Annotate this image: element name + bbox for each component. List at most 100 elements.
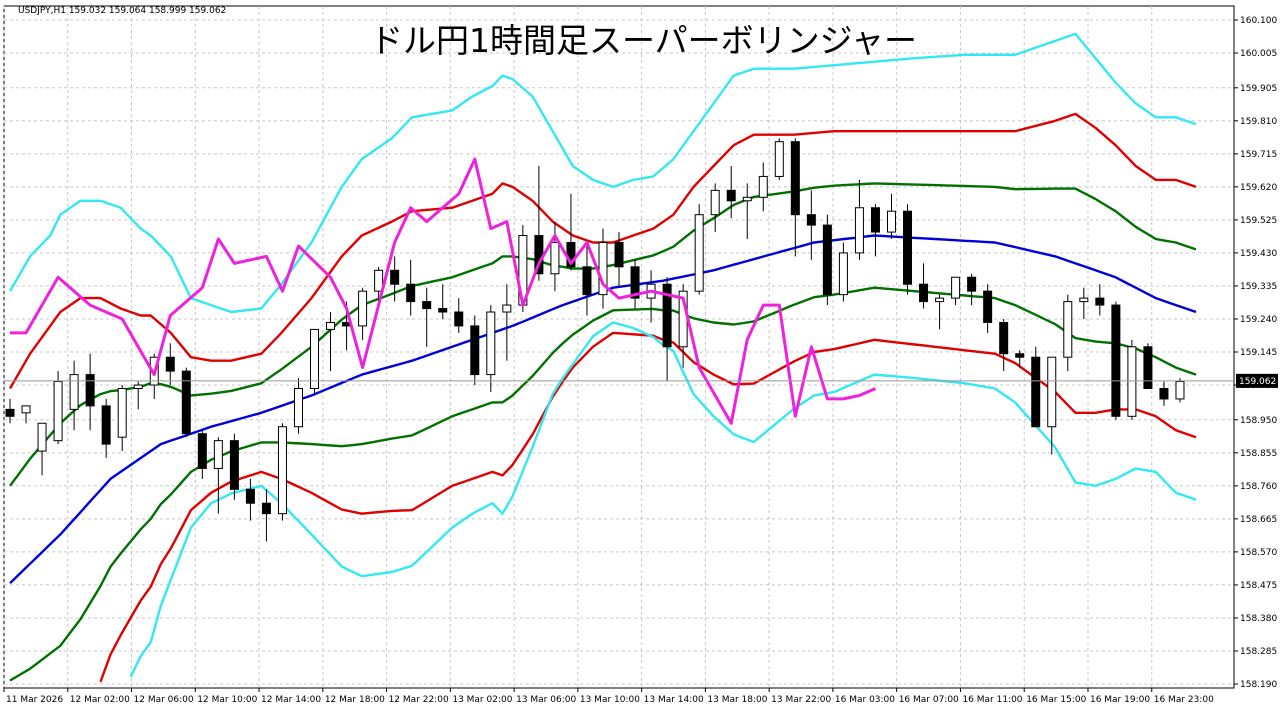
candle-body (870, 207, 880, 233)
current-price-box (1236, 373, 1278, 388)
x-tick-label: 16 Mar 07:00 (899, 695, 959, 705)
y-axis: 160.100 160.005 159.905 159.810 159.715 159.6… (1234, 16, 1277, 690)
candle-body (37, 422, 47, 452)
candle-body (582, 266, 592, 296)
candle (454, 298, 464, 333)
candle-body (486, 311, 496, 376)
candle (1111, 301, 1121, 420)
current-price-label: 159.062 (1239, 377, 1276, 387)
x-tick-label: 16 Mar 03:00 (835, 695, 895, 705)
candle-body (438, 308, 448, 313)
candle (438, 284, 448, 319)
candle (1063, 294, 1073, 372)
candle (1047, 356, 1057, 455)
candle (261, 489, 271, 542)
candle (486, 305, 496, 392)
y-tick-label: 158.855 (1240, 449, 1277, 459)
candle (967, 273, 977, 306)
candle (406, 259, 416, 316)
grid (3, 5, 1235, 689)
candle-body (630, 266, 640, 299)
candle-body (694, 214, 704, 292)
candle (774, 138, 784, 180)
candle-body (1015, 353, 1025, 358)
candle (806, 190, 816, 260)
candle-body (374, 269, 384, 292)
plot-frame (3, 5, 1235, 689)
candle (358, 287, 368, 340)
candle (1159, 381, 1169, 406)
candle-body (5, 408, 15, 417)
candle-body (999, 321, 1009, 355)
candle (69, 360, 79, 431)
candle (646, 270, 656, 323)
lagging-span (10, 157, 877, 425)
candle-body (293, 388, 303, 428)
candle-body (117, 388, 127, 438)
candle-body (165, 356, 175, 372)
sigma-plus3-line (8, 32, 1197, 314)
candle (277, 423, 287, 521)
candle (245, 478, 255, 521)
candle (5, 398, 15, 424)
candle-body (598, 241, 608, 296)
candle (694, 204, 704, 295)
x-tick-label: 12 Mar 02:00 (70, 695, 130, 705)
candle-body (406, 283, 416, 303)
candle (165, 343, 175, 386)
candle (903, 204, 913, 295)
candle-body (422, 301, 432, 310)
candle (1143, 343, 1153, 390)
candle (1127, 339, 1137, 420)
candle-body (213, 440, 223, 469)
candle (502, 284, 512, 361)
y-tick-label: 158.475 (1240, 581, 1277, 591)
candle-body (85, 374, 95, 407)
candle (951, 276, 961, 306)
y-tick-label: 158.285 (1240, 647, 1277, 657)
candle-body (886, 210, 896, 233)
candle-body (662, 283, 672, 348)
y-tick-label: 159.145 (1240, 348, 1277, 358)
y-tick-label: 158.760 (1240, 482, 1277, 492)
candle-body (1063, 301, 1073, 358)
x-tick-label: 13 Mar 06:00 (516, 695, 576, 705)
x-axis: 11 Mar 2026 12 Mar 02:00 12 Mar 06:00 12 Ma… (3, 688, 1214, 705)
candle-body (774, 141, 784, 177)
candle (85, 353, 95, 431)
candle (293, 378, 303, 434)
candle-body (951, 276, 961, 299)
y-tick-label: 158.380 (1240, 614, 1277, 624)
y-tick-label: 159.335 (1240, 282, 1277, 292)
candle-body (310, 328, 320, 390)
x-tick-label: 11 Mar 2026 (6, 695, 63, 705)
candle (550, 221, 560, 292)
candle (422, 287, 432, 347)
current-price-badge: 159.062 (4, 373, 1278, 388)
x-tick-label: 16 Mar 19:00 (1090, 695, 1150, 705)
candle (790, 138, 800, 257)
x-tick-label: 13 Mar 22:00 (771, 695, 831, 705)
candle-body (277, 426, 287, 515)
candle-body (326, 321, 336, 330)
x-tick-label: 13 Mar 02:00 (452, 695, 512, 705)
candle-body (710, 189, 720, 216)
candle (919, 263, 929, 309)
candle-body (1111, 304, 1121, 417)
candle-body (919, 283, 929, 303)
candle (999, 318, 1009, 372)
y-tick-label: 159.525 (1240, 216, 1277, 226)
candle (630, 259, 640, 309)
candle (935, 294, 945, 330)
candle-body (983, 290, 993, 323)
candle-body (197, 433, 207, 469)
y-tick-label: 159.240 (1240, 315, 1277, 325)
candle (598, 228, 608, 309)
candle-body (742, 196, 752, 202)
candle (21, 405, 31, 424)
candle-body (261, 502, 271, 515)
candle-body (1031, 356, 1041, 428)
x-tick-label: 12 Mar 18:00 (325, 695, 385, 705)
candle (310, 328, 320, 396)
candle-body (470, 325, 480, 376)
